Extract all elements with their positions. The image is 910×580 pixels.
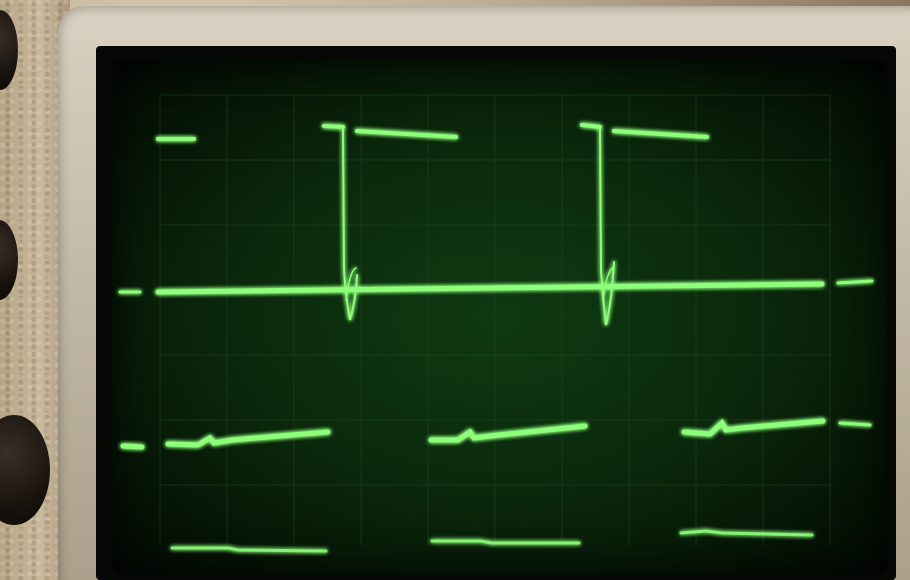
trace-channel-1 xyxy=(156,123,709,141)
crt-screen xyxy=(112,60,887,575)
trace-channel-3 xyxy=(120,418,872,450)
trace-channel-4 xyxy=(170,529,814,553)
graticule-grid xyxy=(159,94,831,545)
trace-channel-2 xyxy=(118,127,874,326)
knob-middle xyxy=(0,220,18,300)
knob-top xyxy=(0,10,18,90)
